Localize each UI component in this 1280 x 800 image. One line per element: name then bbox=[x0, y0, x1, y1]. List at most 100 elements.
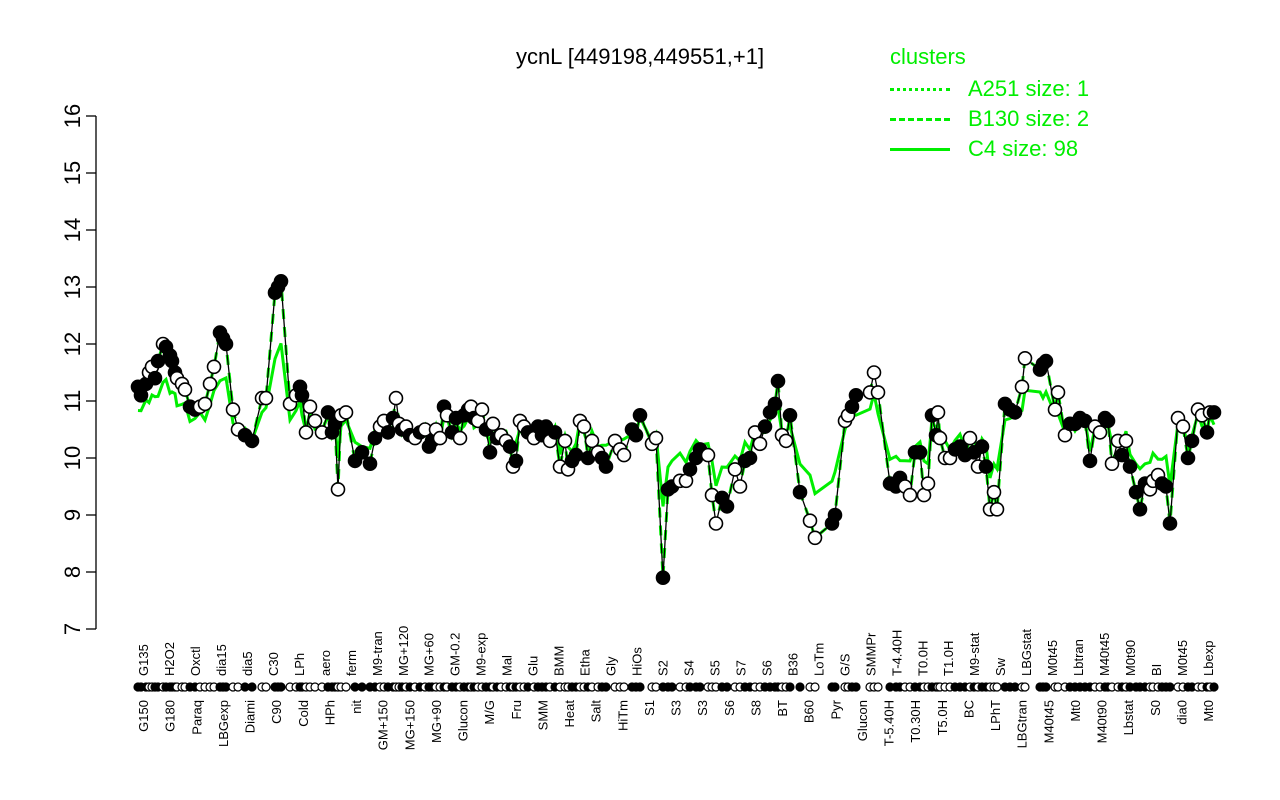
x-tick-label: Lbexp bbox=[1201, 641, 1216, 676]
data-point bbox=[1114, 447, 1130, 463]
x-tick-label: LBGexp bbox=[216, 700, 231, 747]
data-point bbox=[1092, 425, 1108, 440]
data-point bbox=[978, 459, 994, 474]
solid-line-icon bbox=[890, 147, 950, 151]
dashed-line-icon bbox=[890, 117, 950, 121]
rug-marker bbox=[276, 682, 286, 692]
x-tick-label: Salt bbox=[589, 700, 604, 723]
data-point bbox=[827, 507, 843, 523]
x-tick-label: G180 bbox=[163, 700, 178, 732]
rug-marker bbox=[830, 682, 840, 692]
data-point bbox=[1162, 516, 1178, 531]
legend-label: C4 size: 98 bbox=[968, 136, 1079, 161]
data-point bbox=[920, 476, 936, 491]
data-point bbox=[767, 396, 783, 412]
data-point bbox=[792, 484, 808, 500]
dotted-line-icon bbox=[890, 87, 950, 91]
data-point bbox=[807, 530, 823, 546]
rug-marker bbox=[873, 682, 883, 692]
x-tick-label: BI bbox=[1149, 664, 1164, 676]
legend-entry-b130: B130 size: 2 bbox=[890, 104, 1089, 134]
data-point bbox=[870, 385, 886, 400]
data-point bbox=[648, 430, 664, 446]
x-tick-label: ferm bbox=[344, 650, 359, 676]
rug-marker bbox=[667, 682, 677, 692]
data-point bbox=[307, 413, 323, 429]
x-tick-label: S3 bbox=[669, 700, 684, 716]
data-point bbox=[362, 456, 378, 472]
x-tick-label: LBGtran bbox=[1015, 700, 1030, 748]
x-tick-label: dia15 bbox=[214, 644, 229, 676]
data-point bbox=[298, 425, 314, 440]
x-tick-label: S0 bbox=[1148, 700, 1163, 716]
data-point bbox=[757, 419, 773, 434]
data-point bbox=[1100, 413, 1116, 429]
y-tick-label: 10 bbox=[60, 446, 85, 470]
data-point bbox=[452, 430, 468, 446]
data-point bbox=[202, 376, 218, 392]
rug-marker bbox=[1165, 682, 1175, 692]
x-tick-label: Glucon bbox=[855, 700, 870, 741]
x-tick-label: M9-exp bbox=[474, 633, 489, 676]
x-tick-label: SMMPr bbox=[863, 632, 878, 676]
data-point bbox=[1199, 425, 1215, 440]
y-tick-label: 11 bbox=[60, 390, 85, 413]
data-point bbox=[1038, 353, 1054, 369]
data-point bbox=[1047, 402, 1063, 417]
x-tick-label: Gly bbox=[604, 656, 619, 676]
x-tick-label: M9-stat bbox=[967, 632, 982, 676]
data-point bbox=[547, 425, 563, 440]
data-point bbox=[1014, 379, 1030, 395]
rug-marker bbox=[785, 682, 795, 692]
x-tick-label: M/G bbox=[482, 700, 497, 725]
legend-label: B130 size: 2 bbox=[968, 106, 1090, 131]
data-point bbox=[147, 370, 163, 386]
data-point bbox=[628, 427, 644, 443]
y-tick-label: 7 bbox=[60, 623, 85, 635]
data-point bbox=[1007, 405, 1023, 420]
data-point bbox=[912, 444, 928, 460]
x-tick-label: Mt0 bbox=[1068, 700, 1083, 722]
x-tick-label: M0t45 bbox=[1175, 640, 1190, 676]
rug-marker bbox=[795, 682, 805, 692]
x-tick-label: LoTm bbox=[811, 643, 826, 676]
x-tick-label: T-4.40H bbox=[889, 630, 904, 676]
data-point bbox=[986, 484, 1002, 500]
x-tick-label: G150 bbox=[136, 700, 151, 732]
legend-entry-a251: A251 size: 1 bbox=[890, 74, 1089, 104]
x-tick-label: S5 bbox=[707, 660, 722, 676]
x-tick-label: Sw bbox=[993, 657, 1008, 676]
data-point bbox=[380, 425, 396, 440]
data-point bbox=[225, 402, 241, 417]
data-point bbox=[682, 462, 698, 477]
x-tick-label: S1 bbox=[642, 700, 657, 716]
data-point bbox=[258, 390, 274, 406]
x-tick-label: M40t45 bbox=[1041, 700, 1056, 743]
rug-marker bbox=[722, 682, 732, 692]
data-point bbox=[302, 399, 318, 415]
data-point bbox=[1128, 484, 1144, 500]
rug-marker bbox=[247, 682, 257, 692]
data-point bbox=[598, 459, 614, 474]
data-point bbox=[778, 433, 794, 449]
data-point bbox=[866, 365, 882, 380]
x-tick-label: Pyr bbox=[828, 699, 843, 719]
data-point bbox=[244, 433, 260, 449]
x-tick-label: T0.0H bbox=[915, 641, 930, 676]
x-tick-label: Paraq bbox=[189, 700, 204, 735]
x-tick-label: MG+150 bbox=[402, 700, 417, 750]
rug-marker bbox=[261, 682, 271, 692]
x-tick-label: Mt0 bbox=[1201, 700, 1216, 722]
x-tick-label: S6 bbox=[722, 700, 737, 716]
data-point bbox=[989, 501, 1005, 517]
data-point bbox=[632, 407, 648, 423]
x-tick-label: Heat bbox=[562, 700, 577, 728]
x-tick-label: S6 bbox=[759, 660, 774, 676]
data-point bbox=[1132, 501, 1148, 517]
y-tick-label: 15 bbox=[60, 161, 85, 185]
x-tick-label: T5.0H bbox=[935, 700, 950, 735]
x-tick-label: GM+150 bbox=[376, 700, 391, 750]
data-point bbox=[708, 516, 724, 531]
rug-marker bbox=[1209, 682, 1219, 692]
rug-marker bbox=[601, 682, 611, 692]
